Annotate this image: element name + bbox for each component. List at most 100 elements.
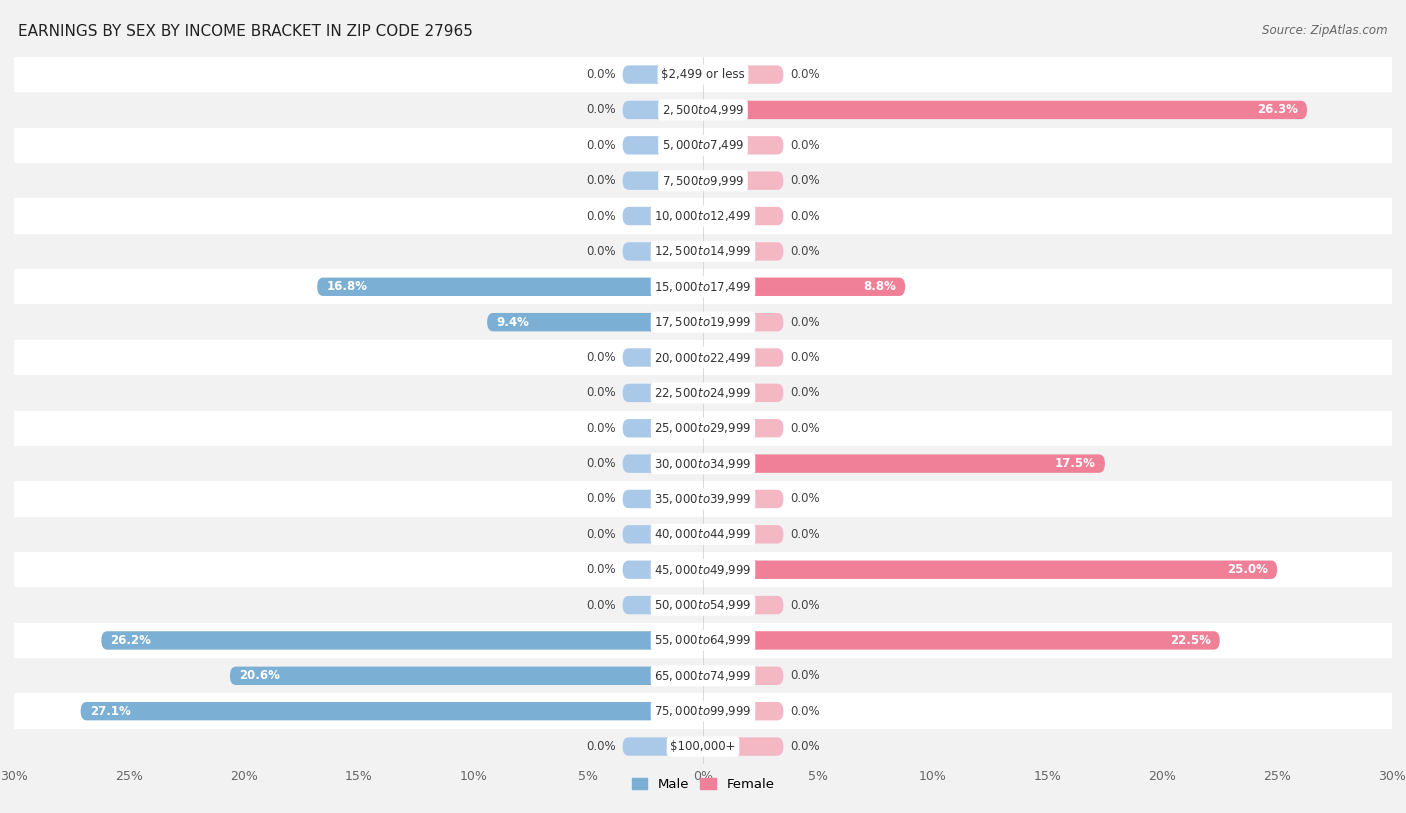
FancyBboxPatch shape — [623, 348, 703, 367]
Text: 0.0%: 0.0% — [790, 139, 820, 152]
Bar — [14, 375, 1392, 411]
FancyBboxPatch shape — [623, 737, 703, 756]
FancyBboxPatch shape — [623, 242, 703, 261]
Bar — [14, 269, 1392, 304]
Text: 0.0%: 0.0% — [586, 68, 616, 81]
Text: $40,000 to $44,999: $40,000 to $44,999 — [654, 528, 752, 541]
Text: $2,499 or less: $2,499 or less — [661, 68, 745, 81]
Text: $22,500 to $24,999: $22,500 to $24,999 — [654, 386, 752, 400]
Bar — [14, 198, 1392, 233]
Text: $20,000 to $22,499: $20,000 to $22,499 — [654, 350, 752, 364]
FancyBboxPatch shape — [703, 596, 783, 615]
Bar — [14, 340, 1392, 375]
Text: 0.0%: 0.0% — [790, 386, 820, 399]
FancyBboxPatch shape — [703, 489, 783, 508]
Text: $10,000 to $12,499: $10,000 to $12,499 — [654, 209, 752, 223]
Text: $100,000+: $100,000+ — [671, 740, 735, 753]
Text: 0.0%: 0.0% — [586, 139, 616, 152]
Text: 0.0%: 0.0% — [586, 174, 616, 187]
Text: 25.0%: 25.0% — [1227, 563, 1268, 576]
Bar — [14, 304, 1392, 340]
FancyBboxPatch shape — [703, 101, 1308, 120]
Text: 0.0%: 0.0% — [586, 740, 616, 753]
FancyBboxPatch shape — [703, 348, 783, 367]
Text: 0.0%: 0.0% — [586, 598, 616, 611]
Text: 0.0%: 0.0% — [586, 563, 616, 576]
FancyBboxPatch shape — [703, 136, 783, 154]
Text: $35,000 to $39,999: $35,000 to $39,999 — [654, 492, 752, 506]
FancyBboxPatch shape — [703, 172, 783, 190]
FancyBboxPatch shape — [623, 136, 703, 154]
FancyBboxPatch shape — [703, 631, 1219, 650]
Text: 20.6%: 20.6% — [239, 669, 280, 682]
Text: 26.3%: 26.3% — [1257, 103, 1298, 116]
Text: Source: ZipAtlas.com: Source: ZipAtlas.com — [1263, 24, 1388, 37]
Legend: Male, Female: Male, Female — [626, 773, 780, 797]
Text: $65,000 to $74,999: $65,000 to $74,999 — [654, 669, 752, 683]
Text: 0.0%: 0.0% — [790, 245, 820, 258]
Text: 0.0%: 0.0% — [586, 386, 616, 399]
Text: $25,000 to $29,999: $25,000 to $29,999 — [654, 421, 752, 435]
Bar — [14, 623, 1392, 658]
FancyBboxPatch shape — [703, 560, 1277, 579]
FancyBboxPatch shape — [703, 667, 783, 685]
Text: $55,000 to $64,999: $55,000 to $64,999 — [654, 633, 752, 647]
FancyBboxPatch shape — [703, 384, 783, 402]
Bar — [14, 693, 1392, 729]
FancyBboxPatch shape — [703, 242, 783, 261]
Text: 0.0%: 0.0% — [790, 740, 820, 753]
Text: 0.0%: 0.0% — [586, 493, 616, 506]
Text: $17,500 to $19,999: $17,500 to $19,999 — [654, 315, 752, 329]
Bar — [14, 659, 1392, 693]
Bar — [14, 446, 1392, 481]
FancyBboxPatch shape — [623, 101, 703, 120]
Bar — [14, 57, 1392, 92]
Text: 0.0%: 0.0% — [790, 351, 820, 364]
FancyBboxPatch shape — [623, 525, 703, 544]
FancyBboxPatch shape — [623, 384, 703, 402]
FancyBboxPatch shape — [623, 596, 703, 615]
Text: $45,000 to $49,999: $45,000 to $49,999 — [654, 563, 752, 576]
Text: 17.5%: 17.5% — [1054, 457, 1095, 470]
FancyBboxPatch shape — [623, 560, 703, 579]
FancyBboxPatch shape — [703, 313, 783, 332]
Bar — [14, 163, 1392, 198]
Bar — [14, 729, 1392, 764]
FancyBboxPatch shape — [703, 737, 783, 756]
Text: EARNINGS BY SEX BY INCOME BRACKET IN ZIP CODE 27965: EARNINGS BY SEX BY INCOME BRACKET IN ZIP… — [18, 24, 474, 39]
FancyBboxPatch shape — [623, 419, 703, 437]
FancyBboxPatch shape — [231, 667, 703, 685]
FancyBboxPatch shape — [101, 631, 703, 650]
Bar — [14, 481, 1392, 517]
Text: 0.0%: 0.0% — [790, 493, 820, 506]
FancyBboxPatch shape — [623, 207, 703, 225]
Text: 22.5%: 22.5% — [1170, 634, 1211, 647]
Text: $5,000 to $7,499: $5,000 to $7,499 — [662, 138, 744, 152]
FancyBboxPatch shape — [623, 454, 703, 473]
Text: 0.0%: 0.0% — [790, 210, 820, 223]
FancyBboxPatch shape — [486, 313, 703, 332]
FancyBboxPatch shape — [703, 525, 783, 544]
Text: 0.0%: 0.0% — [790, 705, 820, 718]
Text: 9.4%: 9.4% — [496, 315, 529, 328]
Text: $15,000 to $17,499: $15,000 to $17,499 — [654, 280, 752, 293]
Text: 0.0%: 0.0% — [790, 528, 820, 541]
Bar — [14, 552, 1392, 587]
Text: 16.8%: 16.8% — [326, 280, 367, 293]
Text: 0.0%: 0.0% — [586, 528, 616, 541]
FancyBboxPatch shape — [623, 172, 703, 190]
Text: $7,500 to $9,999: $7,500 to $9,999 — [662, 174, 744, 188]
Text: $50,000 to $54,999: $50,000 to $54,999 — [654, 598, 752, 612]
Text: 27.1%: 27.1% — [90, 705, 131, 718]
Text: 0.0%: 0.0% — [790, 669, 820, 682]
Bar — [14, 233, 1392, 269]
Text: 0.0%: 0.0% — [586, 457, 616, 470]
FancyBboxPatch shape — [318, 277, 703, 296]
Text: 0.0%: 0.0% — [586, 245, 616, 258]
FancyBboxPatch shape — [703, 65, 783, 84]
Text: $30,000 to $34,999: $30,000 to $34,999 — [654, 457, 752, 471]
FancyBboxPatch shape — [623, 489, 703, 508]
Text: 8.8%: 8.8% — [863, 280, 896, 293]
FancyBboxPatch shape — [703, 419, 783, 437]
FancyBboxPatch shape — [80, 702, 703, 720]
